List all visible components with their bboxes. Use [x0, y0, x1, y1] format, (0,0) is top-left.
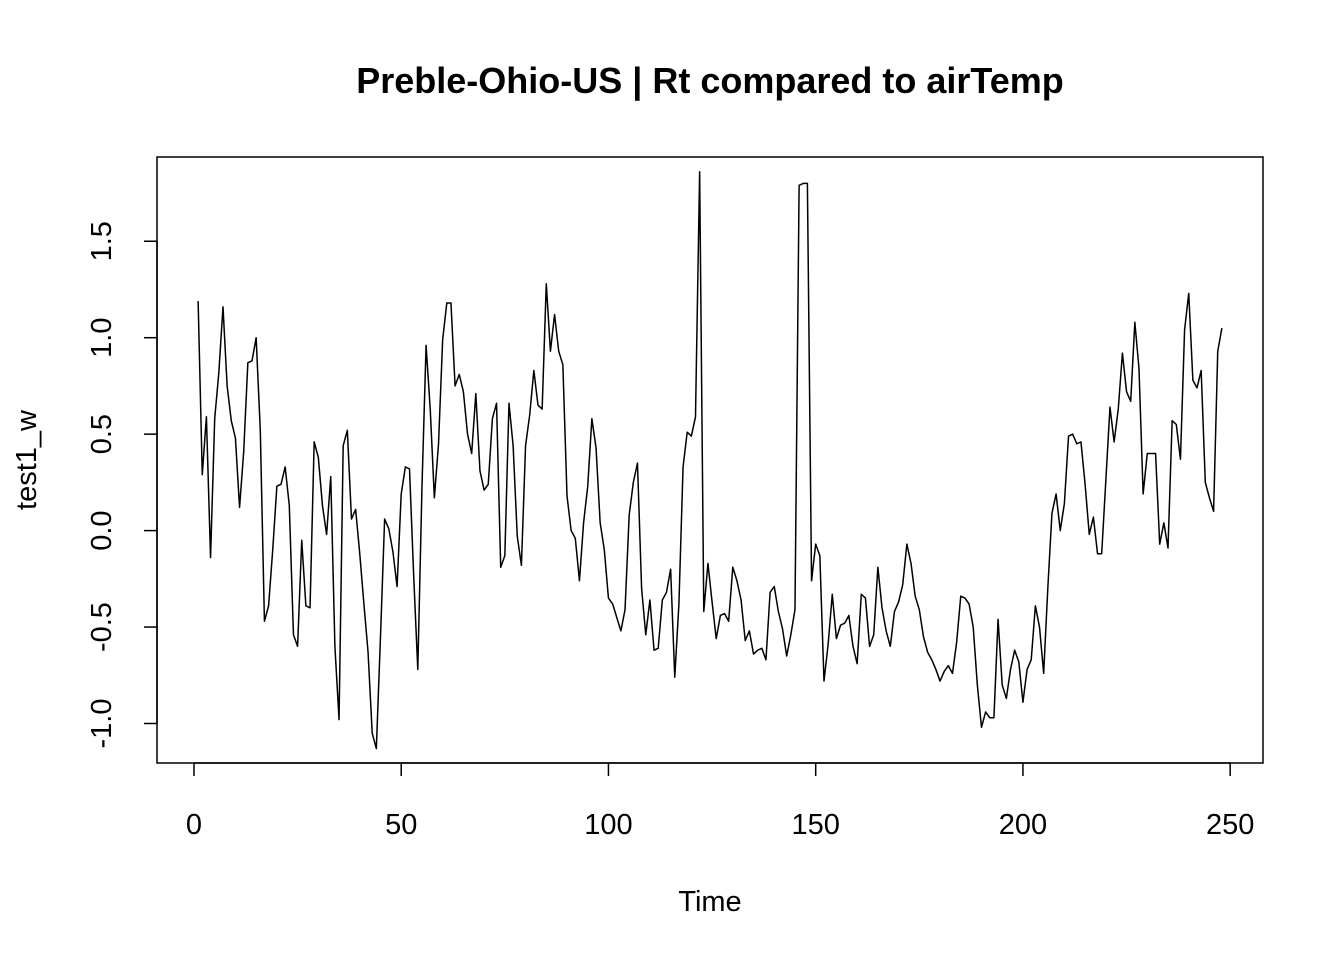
- y-tick-label: -0.5: [86, 602, 118, 652]
- x-tick-label: 50: [385, 809, 417, 841]
- series-line-test1-w: [197, 171, 1223, 750]
- y-tick-label: 1.5: [86, 221, 118, 261]
- chart-title: Preble-Ohio-US | Rt compared to airTemp: [356, 60, 1064, 102]
- x-tick-label: 200: [999, 809, 1047, 841]
- y-tick-label: 1.0: [86, 318, 118, 358]
- x-tick-label: 100: [584, 809, 632, 841]
- plot-area-frame: [156, 156, 1264, 764]
- x-tick-label: 150: [791, 809, 839, 841]
- y-axis: -1.0 -0.5 0.0 0.5 1.0 1.5: [86, 221, 158, 749]
- y-tick-label: -1.0: [86, 699, 118, 749]
- x-axis: 0 50 100 150 200 250: [186, 762, 1254, 841]
- x-tick-label: 0: [186, 809, 202, 841]
- y-tick-label: 0.5: [86, 414, 118, 454]
- x-tick-label: 250: [1206, 809, 1254, 841]
- x-axis-label: Time: [678, 886, 741, 918]
- y-tick-label: 0.0: [86, 510, 118, 550]
- y-axis-label: test1_w: [11, 409, 43, 510]
